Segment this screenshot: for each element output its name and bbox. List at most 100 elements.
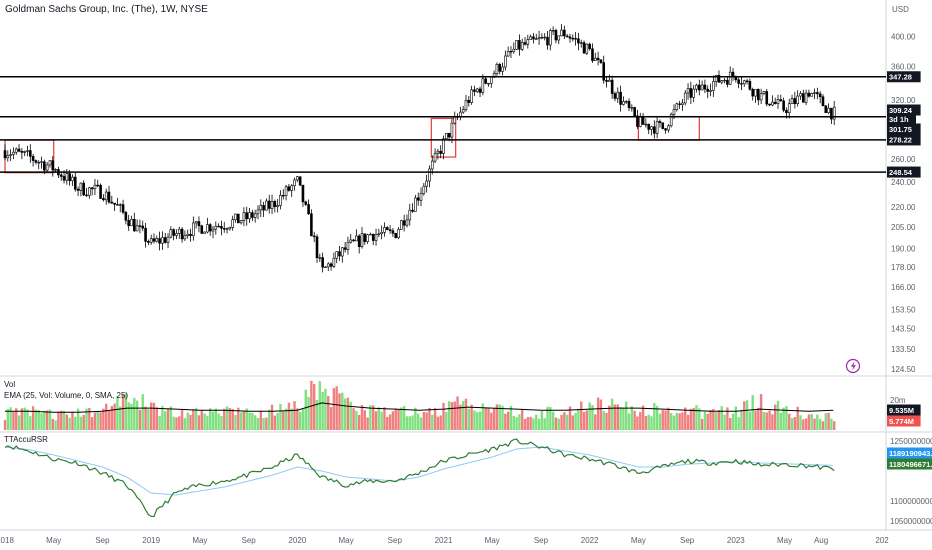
- candle: [661, 122, 665, 130]
- volume-bar: [327, 396, 330, 430]
- candle: [360, 226, 364, 249]
- candlestick-series: [3, 24, 836, 273]
- candle: [239, 220, 243, 225]
- flash-icon[interactable]: [845, 358, 861, 374]
- candle: [759, 88, 763, 105]
- volume-bar: [6, 408, 10, 430]
- volume-bar: [74, 416, 77, 430]
- candle: [298, 176, 302, 187]
- candle: [776, 94, 780, 109]
- candle: [529, 34, 532, 40]
- volume-bar: [363, 410, 366, 430]
- volume-bar: [397, 409, 400, 430]
- volume-bar: [816, 414, 819, 430]
- volume-bar: [161, 405, 164, 430]
- volume-bar: [706, 413, 709, 430]
- volume-bar: [447, 401, 451, 430]
- volume-bar: [9, 407, 12, 430]
- volume-bar: [807, 414, 811, 430]
- candle: [771, 95, 774, 107]
- candle: [346, 236, 350, 255]
- volume-bar: [391, 411, 395, 430]
- volume-bar: [321, 392, 324, 430]
- volume-bar: [197, 415, 201, 430]
- volume-bar: [34, 409, 38, 430]
- candle: [430, 155, 434, 175]
- volume-bar: [557, 418, 560, 430]
- candle: [329, 262, 333, 271]
- candle: [183, 230, 187, 241]
- volume-bar: [324, 388, 327, 430]
- volume-bar: [85, 408, 88, 430]
- candle: [284, 184, 288, 201]
- volume-axis-label: 20m: [890, 396, 906, 405]
- time-tick-label: Sep: [534, 536, 549, 545]
- candle: [3, 144, 7, 160]
- candle: [540, 33, 544, 40]
- volume-bar: [206, 415, 209, 430]
- candle: [636, 109, 639, 129]
- volume-bar: [833, 421, 836, 430]
- volume-bar: [377, 407, 381, 430]
- volume-bar: [625, 401, 628, 430]
- candle: [605, 76, 608, 88]
- candle: [352, 238, 355, 242]
- volume-bar: [824, 413, 827, 430]
- volume-bar: [686, 414, 690, 430]
- volume-bar: [563, 412, 566, 430]
- volume-bar: [726, 407, 729, 430]
- volume-bar: [343, 398, 347, 430]
- candle: [796, 90, 799, 107]
- chart-title: Goldman Sachs Group, Inc. (The), 1W, NYS…: [5, 4, 208, 15]
- candle: [534, 33, 538, 40]
- volume-bar: [144, 406, 147, 430]
- volume-bar: [51, 418, 54, 430]
- volume-bar: [298, 411, 302, 430]
- candle: [742, 79, 746, 87]
- volume-bar: [568, 406, 572, 430]
- volume-bar: [619, 407, 622, 430]
- svg-text:1180496671.36: 1180496671.36: [889, 460, 932, 469]
- svg-text:301.75: 301.75: [889, 125, 912, 134]
- candle: [335, 251, 338, 264]
- volume-bar: [796, 406, 799, 430]
- candle: [818, 91, 822, 104]
- price-tick-label: 153.50: [891, 305, 916, 314]
- candle: [706, 85, 710, 99]
- candle: [194, 221, 198, 229]
- volume-bar: [591, 405, 594, 430]
- volume-bar: [422, 412, 426, 430]
- time-axis[interactable]: 2018 May Sep 2019 May Sep 2020 May Sep 2021 May Sep…: [0, 536, 889, 545]
- price-tick-label: 400.00: [891, 33, 916, 42]
- candle: [14, 147, 18, 155]
- candle: [180, 227, 184, 243]
- candle: [768, 103, 771, 107]
- volume-bar: [734, 406, 738, 430]
- time-tick-label: May: [192, 536, 207, 545]
- candle: [158, 231, 161, 251]
- candle: [88, 186, 91, 199]
- candle: [172, 228, 175, 241]
- candle: [487, 82, 490, 87]
- candle: [12, 147, 15, 160]
- volume-bar: [633, 410, 636, 430]
- horizontal-levels[interactable]: [0, 76, 886, 173]
- candle: [523, 37, 527, 46]
- volume-badge-ema: 9.535M: [887, 404, 921, 416]
- volume-bar: [762, 411, 766, 430]
- volume-badge-last: 5.774M: [887, 415, 921, 427]
- candle: [411, 203, 414, 213]
- candle: [801, 89, 805, 103]
- time-tick-label: Sep: [95, 536, 110, 545]
- price-tick-label: 205.00: [891, 223, 916, 232]
- volume-bar: [318, 381, 322, 430]
- volume-bar: [178, 416, 181, 430]
- volume-bar: [287, 402, 291, 430]
- candle: [816, 87, 819, 100]
- volume-bar: [669, 413, 673, 430]
- candle: [737, 77, 740, 89]
- candle: [197, 216, 201, 233]
- volume-bar: [768, 410, 771, 430]
- candle: [391, 228, 395, 237]
